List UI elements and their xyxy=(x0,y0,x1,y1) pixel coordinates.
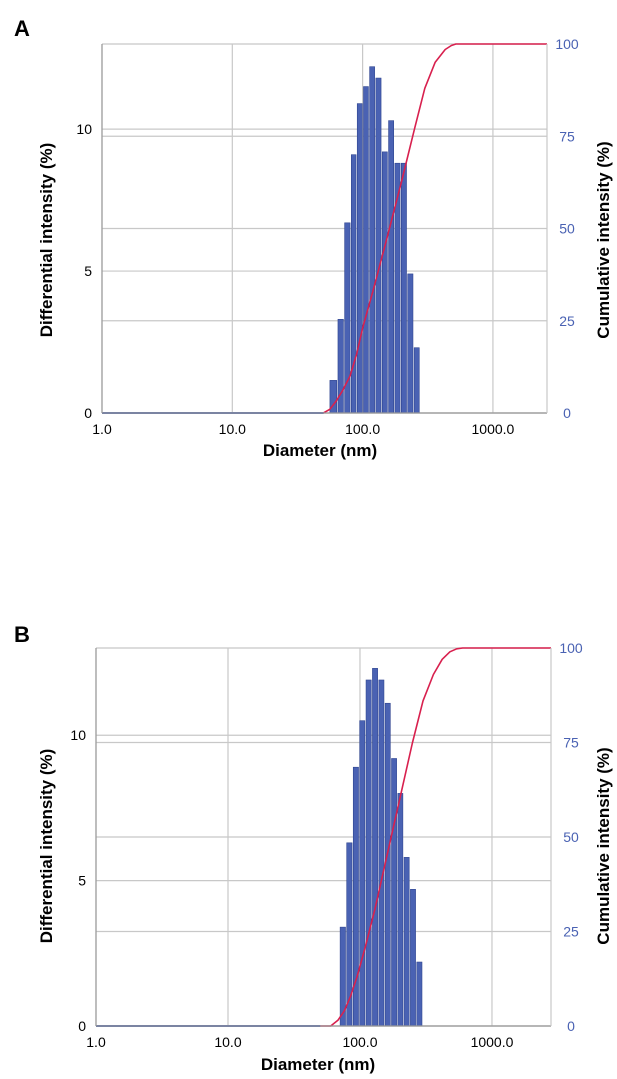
histogram-bar xyxy=(369,66,375,414)
y-tick-label: 5 xyxy=(84,263,92,279)
histogram-bar xyxy=(401,162,407,414)
x-ticks: 1.0 10.0 100.0 1000.0 xyxy=(86,1034,513,1050)
y2-tick-label: 0 xyxy=(563,405,571,421)
bars-layer xyxy=(339,668,423,1027)
x-tick-label: 100.0 xyxy=(342,1034,377,1050)
histogram-bar xyxy=(365,679,372,1027)
x-tick-label: 1.0 xyxy=(92,421,112,437)
x-ticks: 1.0 10.0 100.0 1000.0 xyxy=(92,421,514,437)
x-tick-label: 10.0 xyxy=(219,421,246,437)
y-tick-label: 10 xyxy=(76,121,92,137)
axes-layer xyxy=(95,648,552,1027)
y2-ticks: 0 25 50 75 100 xyxy=(555,36,579,421)
y-tick-label: 5 xyxy=(78,873,86,889)
y-axis-label: Differential intensity (%) xyxy=(37,143,56,338)
y2-axis-label: Cumulative intensity (%) xyxy=(594,747,613,944)
histogram-bar xyxy=(378,679,385,1027)
histogram-bar xyxy=(350,154,357,414)
y2-axis-label: Cumulative intensity (%) xyxy=(594,141,613,338)
chart-panel-a: A 1.0 10.0 100.0 1000.0 0 5 10 0 25 50 75 100 Dia… xyxy=(14,16,613,460)
grid-layer xyxy=(101,43,547,414)
histogram-bar xyxy=(381,151,388,414)
x-tick-label: 1.0 xyxy=(86,1034,106,1050)
histogram-bar xyxy=(359,720,366,1027)
y-tick-label: 0 xyxy=(84,405,92,421)
y2-tick-label: 50 xyxy=(559,221,575,237)
histogram-bar xyxy=(394,162,401,414)
y-ticks: 0 5 10 xyxy=(76,121,92,421)
histogram-bar xyxy=(403,857,410,1027)
axes-layer xyxy=(101,44,548,414)
histogram-bar xyxy=(391,758,397,1027)
x-axis-label: Diameter (nm) xyxy=(263,441,377,460)
x-tick-label: 1000.0 xyxy=(471,1034,514,1050)
x-tick-label: 1000.0 xyxy=(472,421,515,437)
histogram-bar xyxy=(397,793,404,1027)
x-tick-label: 10.0 xyxy=(214,1034,241,1050)
x-axis-label: Diameter (nm) xyxy=(261,1055,375,1074)
panel-label: A xyxy=(14,16,30,41)
panel-label: B xyxy=(14,622,30,647)
chart-panel-b: B 1.0 10.0 100.0 1000.0 0 5 10 0 25 50 75 100 Dia… xyxy=(14,622,613,1074)
histogram-bar xyxy=(375,77,382,414)
y2-tick-label: 100 xyxy=(559,640,583,656)
cumulative-curve xyxy=(102,43,547,414)
y2-tick-label: 50 xyxy=(563,829,579,845)
histogram-bar xyxy=(388,120,394,414)
histogram-bar xyxy=(337,319,344,414)
y2-ticks: 0 25 50 75 100 xyxy=(559,640,583,1034)
histogram-bar xyxy=(413,347,420,414)
grid-layer xyxy=(95,647,551,1027)
histogram-bar xyxy=(356,103,363,414)
y2-tick-label: 100 xyxy=(555,36,579,52)
y-axis-label: Differential intensity (%) xyxy=(37,749,56,944)
x-tick-label: 100.0 xyxy=(345,421,380,437)
histogram-bar xyxy=(363,86,369,414)
y-tick-label: 10 xyxy=(70,727,86,743)
y2-tick-label: 25 xyxy=(563,924,579,940)
histogram-bar xyxy=(410,889,416,1027)
y2-tick-label: 75 xyxy=(563,735,579,751)
histogram-bar xyxy=(407,273,414,414)
histogram-bar xyxy=(416,961,423,1027)
y-tick-label: 0 xyxy=(78,1018,86,1034)
y2-tick-label: 25 xyxy=(559,313,575,329)
histogram-bar xyxy=(384,702,391,1027)
histogram-bar xyxy=(372,668,378,1027)
y2-tick-label: 75 xyxy=(559,128,575,144)
bars-layer xyxy=(329,66,420,414)
y2-tick-label: 0 xyxy=(567,1018,575,1034)
cumulative-curve xyxy=(96,647,551,1027)
y-ticks: 0 5 10 xyxy=(70,727,86,1034)
